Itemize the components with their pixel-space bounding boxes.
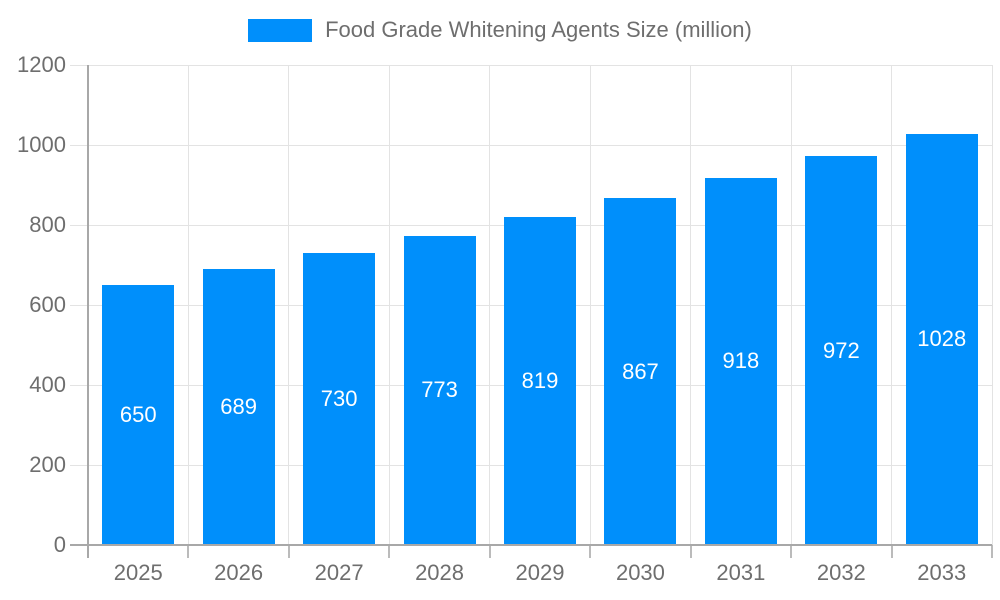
y-tick-label: 200	[29, 452, 66, 477]
x-tick-label: 2031	[716, 560, 766, 585]
y-tick-label: 600	[29, 292, 66, 317]
y-gridline	[70, 64, 992, 66]
x-axis-tick	[589, 545, 592, 558]
bar[interactable]	[604, 198, 677, 545]
bar-value-label: 773	[421, 377, 458, 403]
bar-value-label: 867	[622, 358, 659, 384]
x-gridline	[388, 65, 390, 545]
bar[interactable]	[504, 217, 576, 545]
y-tick-label: 1000	[17, 132, 66, 157]
x-tick-label: 2025	[113, 560, 163, 585]
bar[interactable]	[704, 177, 777, 545]
x-axis-line	[70, 544, 992, 546]
x-gridline	[589, 65, 591, 545]
x-gridline	[790, 65, 792, 545]
bar[interactable]	[102, 285, 175, 545]
legend-swatch	[248, 18, 313, 42]
bar[interactable]	[805, 156, 878, 545]
x-tick-label: 2027	[314, 560, 364, 585]
x-axis-tick	[287, 545, 290, 558]
x-gridline	[489, 65, 491, 545]
bar-value-label: 918	[722, 348, 760, 374]
y-tick-label: 1200	[17, 52, 66, 77]
x-axis-tick	[388, 545, 391, 558]
x-axis-tick	[187, 545, 190, 558]
bar-value-label: 650	[119, 402, 157, 427]
x-axis-tick	[790, 545, 793, 558]
bar[interactable]	[202, 269, 275, 545]
x-gridline	[991, 65, 993, 545]
x-tick-label: 2033	[917, 560, 967, 585]
y-axis-line	[87, 65, 89, 558]
y-gridline	[70, 144, 992, 146]
bar[interactable]	[905, 133, 978, 545]
bar[interactable]	[303, 253, 376, 545]
x-tick-label: 2029	[515, 560, 565, 585]
legend[interactable]: Food Grade Whitening Agents Size (millio…	[0, 17, 1000, 43]
y-tick-label: 0	[53, 532, 66, 557]
y-tick-label: 800	[29, 212, 66, 237]
x-tick-label: 2026	[214, 560, 264, 585]
x-axis-tick	[488, 545, 491, 558]
x-gridline	[187, 65, 189, 545]
x-tick-label: 2028	[415, 560, 465, 585]
bar[interactable]	[403, 235, 476, 545]
bar-value-label: 819	[521, 368, 559, 394]
x-axis-tick	[890, 545, 893, 558]
bar-value-label: 972	[822, 337, 860, 363]
x-gridline	[690, 65, 692, 545]
legend-label: Food Grade Whitening Agents Size (millio…	[325, 17, 752, 42]
x-axis-tick	[991, 545, 993, 558]
x-tick-label: 2030	[615, 560, 665, 585]
y-tick-label: 400	[29, 372, 66, 397]
bar-value-label: 730	[320, 386, 358, 411]
x-gridline	[891, 65, 893, 545]
bar-value-label: 689	[220, 394, 258, 420]
bar-value-label: 1028	[917, 326, 967, 352]
x-tick-label: 2032	[816, 560, 866, 585]
x-gridline	[288, 65, 290, 545]
x-axis-tick	[689, 545, 692, 558]
